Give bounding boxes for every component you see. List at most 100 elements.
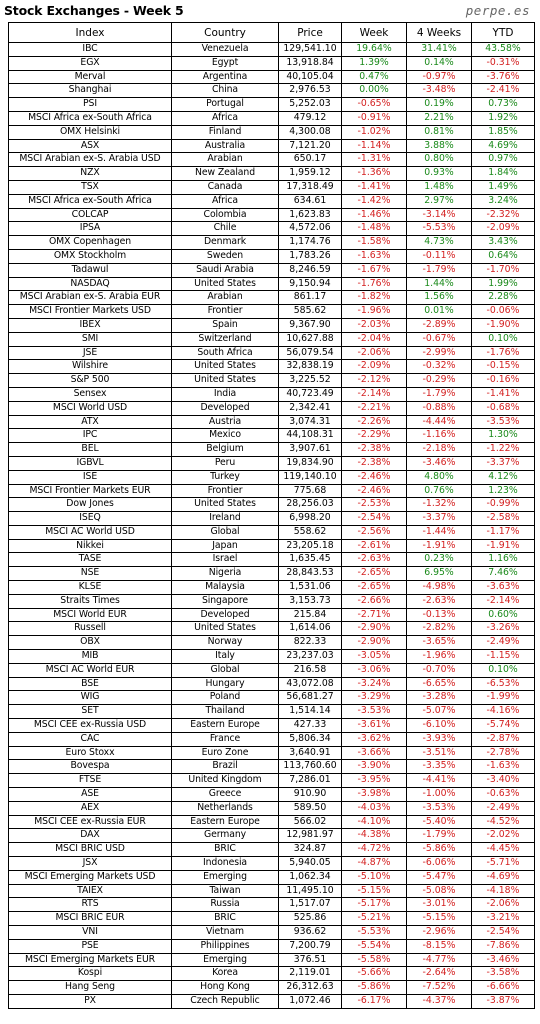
table-row: MSCI BRIC EUR BRIC 525.86 -5.21% -5.15% -3.21… — [8, 911, 535, 926]
ytd-change-cell: -2.58% — [471, 511, 535, 526]
ytd-change-cell: -6.66% — [471, 980, 535, 995]
table-row: PX Czech Republic 1,072.46 -6.17% -4.37% -3.8… — [8, 993, 535, 1009]
header: Stock Exchanges - Week 5 perpe.es — [0, 0, 540, 22]
price-cell: 1,635.45 — [278, 552, 342, 568]
week-change-cell: 0.47% — [341, 69, 407, 85]
price-cell: 936.62 — [278, 925, 342, 940]
index-cell: JSE — [8, 345, 172, 361]
index-cell: ATX — [8, 414, 172, 430]
four-weeks-change-cell: 1.44% — [406, 276, 472, 292]
column-header-price: Price — [278, 22, 342, 43]
ytd-change-cell: -3.87% — [471, 993, 535, 1009]
country-cell: Thailand — [171, 704, 279, 720]
ytd-change-cell: -3.37% — [471, 455, 535, 471]
table-row: AEX Netherlands 589.50 -4.03% -3.53% -2.49% — [8, 800, 535, 816]
four-weeks-change-cell: 2.21% — [406, 110, 472, 126]
price-cell: 40,723.49 — [278, 386, 342, 402]
table-row: Shanghai China 2,976.53 0.00% -3.48% -2.41% — [8, 83, 535, 99]
index-cell: WIG — [8, 690, 172, 706]
table-row: Kospi Korea 2,119.01 -5.66% -2.64% -3.58% — [8, 966, 535, 982]
price-cell: 5,940.05 — [278, 856, 342, 871]
week-change-cell: -2.14% — [341, 386, 407, 402]
index-cell: BSE — [8, 676, 172, 692]
ytd-change-cell: -6.53% — [471, 676, 535, 692]
index-cell: MSCI Africa ex-South Africa — [8, 110, 172, 126]
country-cell: Czech Republic — [171, 993, 279, 1009]
table-row: ISE Turkey 119,140.10 -2.46% 4.80% 4.12% — [8, 469, 535, 485]
country-cell: Russia — [171, 897, 279, 913]
index-cell: OMX Helsinki — [8, 124, 172, 140]
table-row: OMX Stockholm Sweden 1,783.26 -1.63% -0.11% 0… — [8, 248, 535, 264]
ytd-change-cell: -1.17% — [471, 524, 535, 540]
country-cell: Colombia — [171, 207, 279, 223]
week-change-cell: -4.72% — [341, 842, 407, 858]
price-cell: 822.33 — [278, 635, 342, 651]
four-weeks-change-cell: -3.35% — [406, 759, 472, 775]
index-cell: PX — [8, 993, 172, 1009]
country-cell: Developed — [171, 400, 279, 416]
week-change-cell: -3.61% — [341, 718, 407, 733]
country-cell: Vietnam — [171, 925, 279, 940]
table-row: IGBVL Peru 19,834.90 -2.38% -3.46% -3.37% — [8, 455, 535, 471]
four-weeks-change-cell: -2.89% — [406, 317, 472, 333]
four-weeks-change-cell: -5.15% — [406, 911, 472, 926]
price-cell: 3,074.31 — [278, 414, 342, 430]
four-weeks-change-cell: -4.77% — [406, 952, 472, 968]
country-cell: Peru — [171, 455, 279, 471]
week-change-cell: -2.04% — [341, 331, 407, 347]
price-cell: 28,256.03 — [278, 497, 342, 513]
price-cell: 479.12 — [278, 110, 342, 126]
four-weeks-change-cell: -1.91% — [406, 538, 472, 554]
ytd-change-cell: -1.63% — [471, 759, 535, 775]
index-cell: ASX — [8, 138, 172, 154]
table-row: NSE Nigeria 28,843.53 -2.65% 6.95% 7.46% — [8, 566, 535, 582]
country-cell: Frontier — [171, 483, 279, 499]
four-weeks-change-cell: -8.15% — [406, 938, 472, 954]
ytd-change-cell: -0.99% — [471, 497, 535, 513]
price-cell: 7,200.79 — [278, 938, 342, 954]
country-cell: Emerging — [171, 952, 279, 968]
week-change-cell: -2.90% — [341, 635, 407, 651]
four-weeks-change-cell: 31.41% — [406, 42, 472, 57]
table-row: MSCI Africa ex-South Africa Africa 634.61-… — [8, 193, 535, 209]
week-change-cell: -4.38% — [341, 828, 407, 844]
ytd-change-cell: -5.74% — [471, 718, 535, 733]
four-weeks-change-cell: -2.82% — [406, 621, 472, 637]
index-cell: Hang Seng — [8, 980, 172, 995]
price-cell: 1,174.76 — [278, 235, 342, 250]
four-weeks-change-cell: 0.81% — [406, 124, 472, 140]
index-cell: IBEX — [8, 317, 172, 333]
index-cell: IPSA — [8, 221, 172, 237]
index-cell: MSCI Frontier Markets USD — [8, 304, 172, 319]
price-cell: 6,998.20 — [278, 511, 342, 526]
index-cell: JSX — [8, 856, 172, 871]
country-cell: United States — [171, 497, 279, 513]
index-cell: Sensex — [8, 386, 172, 402]
table-row: NZX New Zealand 1,959.12 -1.36% 0.93% 1.84% — [8, 166, 535, 181]
ytd-change-cell: -1.99% — [471, 690, 535, 706]
week-change-cell: -2.46% — [341, 469, 407, 485]
table-row: MSCI CEE ex-Russia EUR Eastern Europe 566.… — [8, 814, 535, 830]
ytd-change-cell: -2.09% — [471, 221, 535, 237]
table-row: OBX Norway 822.33 -2.90% -3.65% -2.49% — [8, 635, 535, 651]
four-weeks-change-cell: 1.56% — [406, 290, 472, 306]
week-change-cell: -1.63% — [341, 248, 407, 264]
ytd-change-cell: -0.31% — [471, 55, 535, 71]
country-cell: France — [171, 731, 279, 747]
ytd-change-cell: 2.28% — [471, 290, 535, 306]
price-cell: 324.87 — [278, 842, 342, 858]
index-cell: CAC — [8, 731, 172, 747]
week-change-cell: -6.17% — [341, 993, 407, 1009]
price-cell: 4,300.08 — [278, 124, 342, 140]
ytd-change-cell: -2.87% — [471, 731, 535, 747]
week-change-cell: -3.66% — [341, 745, 407, 761]
country-cell: Sweden — [171, 248, 279, 264]
table-row: Dow Jones United States 28,256.03 -2.53% -1.… — [8, 497, 535, 513]
four-weeks-change-cell: 0.76% — [406, 483, 472, 499]
price-cell: 32,838.19 — [278, 359, 342, 375]
ytd-change-cell: 1.23% — [471, 483, 535, 499]
table-row: TASE Israel 1,635.45 -2.63% 0.23% 1.16% — [8, 552, 535, 568]
week-change-cell: -2.06% — [341, 345, 407, 361]
country-cell: Switzerland — [171, 331, 279, 347]
table-row: WIG Poland 56,681.27 -3.29% -3.28% -1.99% — [8, 690, 535, 706]
